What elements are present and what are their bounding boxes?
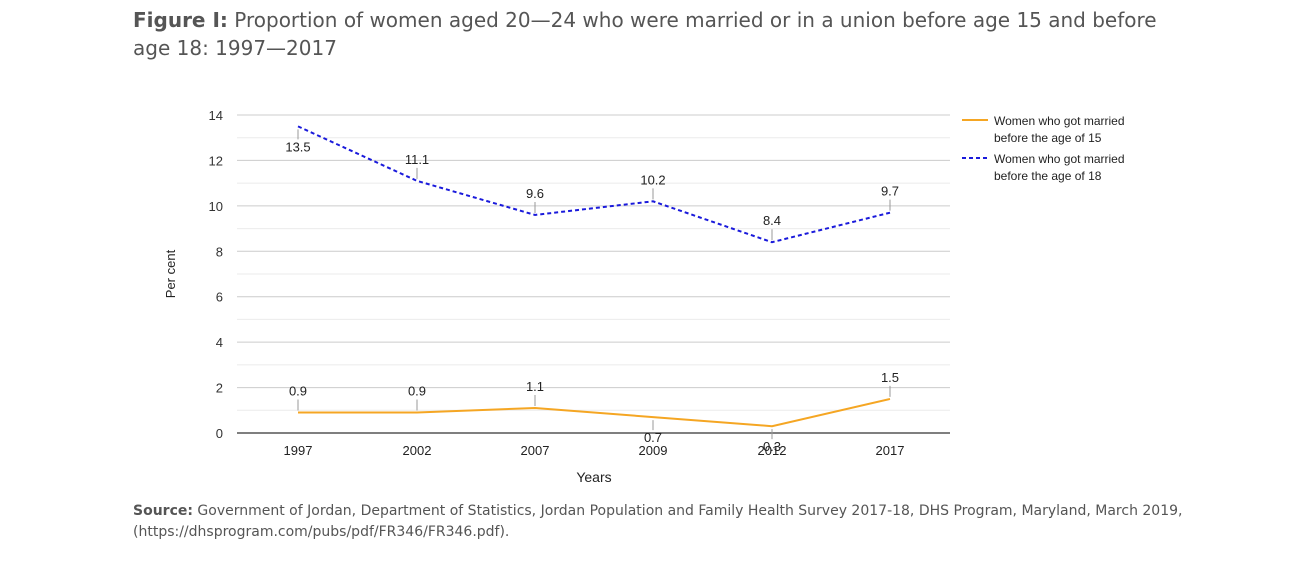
figure-label: Figure I: <box>133 8 228 32</box>
data-label: 8.4 <box>763 213 781 228</box>
data-label: 1.1 <box>526 379 544 394</box>
data-label: 0.3 <box>763 439 781 454</box>
series-line-2 <box>297 125 891 244</box>
figure-title: Figure I: Proportion of women aged 20—24… <box>133 6 1173 62</box>
y-tick-label: 2 <box>216 381 223 396</box>
data-label: 10.2 <box>640 172 665 187</box>
y-tick-label: 10 <box>209 199 223 214</box>
data-label: 0.7 <box>644 430 662 445</box>
x-tick-label: 2017 <box>876 443 905 458</box>
y-tick-label: 0 <box>216 426 223 441</box>
data-label: 13.5 <box>285 139 310 154</box>
data-label: 9.7 <box>881 184 899 199</box>
line-chart: 0 2 4 6 8 10 12 14 1997 2002 2007 2009 2012 2017 0.9… <box>163 108 1125 485</box>
y-tick-label: 14 <box>209 108 223 123</box>
figure-title-text: Proportion of women aged 20—24 who were … <box>133 8 1157 60</box>
y-axis-ticks: 0 2 4 6 8 10 12 14 <box>209 108 223 441</box>
data-label: 0.9 <box>289 384 307 399</box>
x-tick-label: 1997 <box>284 443 313 458</box>
x-tick-label: 2007 <box>521 443 550 458</box>
x-tick-label: 2002 <box>403 443 432 458</box>
y-tick-label: 12 <box>209 153 223 168</box>
source-note: Source: Government of Jordan, Department… <box>133 501 1213 543</box>
series-line-1 <box>298 397 891 428</box>
data-label: 9.6 <box>526 186 544 201</box>
data-label: 11.1 <box>405 152 429 167</box>
legend-label-1: Women who got married <box>994 114 1125 128</box>
legend-label-2: Women who got married <box>994 152 1125 166</box>
legend: Women who got married before the age of 1… <box>962 114 1125 183</box>
x-tick-label: 2012 <box>758 443 787 458</box>
x-axis-ticks: 1997 2002 2007 2009 2012 2017 <box>284 443 905 458</box>
data-labels: 0.9 0.9 1.1 0.7 0.3 1.5 13.5 11.1 9.6 10.2 8.4 9.7 <box>285 129 899 454</box>
source-label: Source: <box>133 503 193 519</box>
legend-label-2: before the age of 18 <box>994 169 1102 183</box>
series-group <box>297 125 891 428</box>
legend-label-1: before the age of 15 <box>994 131 1102 145</box>
y-tick-label: 8 <box>216 244 223 259</box>
y-tick-label: 6 <box>216 290 223 305</box>
x-axis-label: Years <box>576 469 611 485</box>
data-label: 0.9 <box>408 384 426 399</box>
gridlines <box>237 114 950 434</box>
y-axis-label: Per cent <box>163 249 178 298</box>
y-tick-label: 4 <box>216 335 223 350</box>
x-tick-label: 2009 <box>639 443 668 458</box>
source-text: Government of Jordan, Department of Stat… <box>133 503 1183 540</box>
data-label: 1.5 <box>881 370 899 385</box>
